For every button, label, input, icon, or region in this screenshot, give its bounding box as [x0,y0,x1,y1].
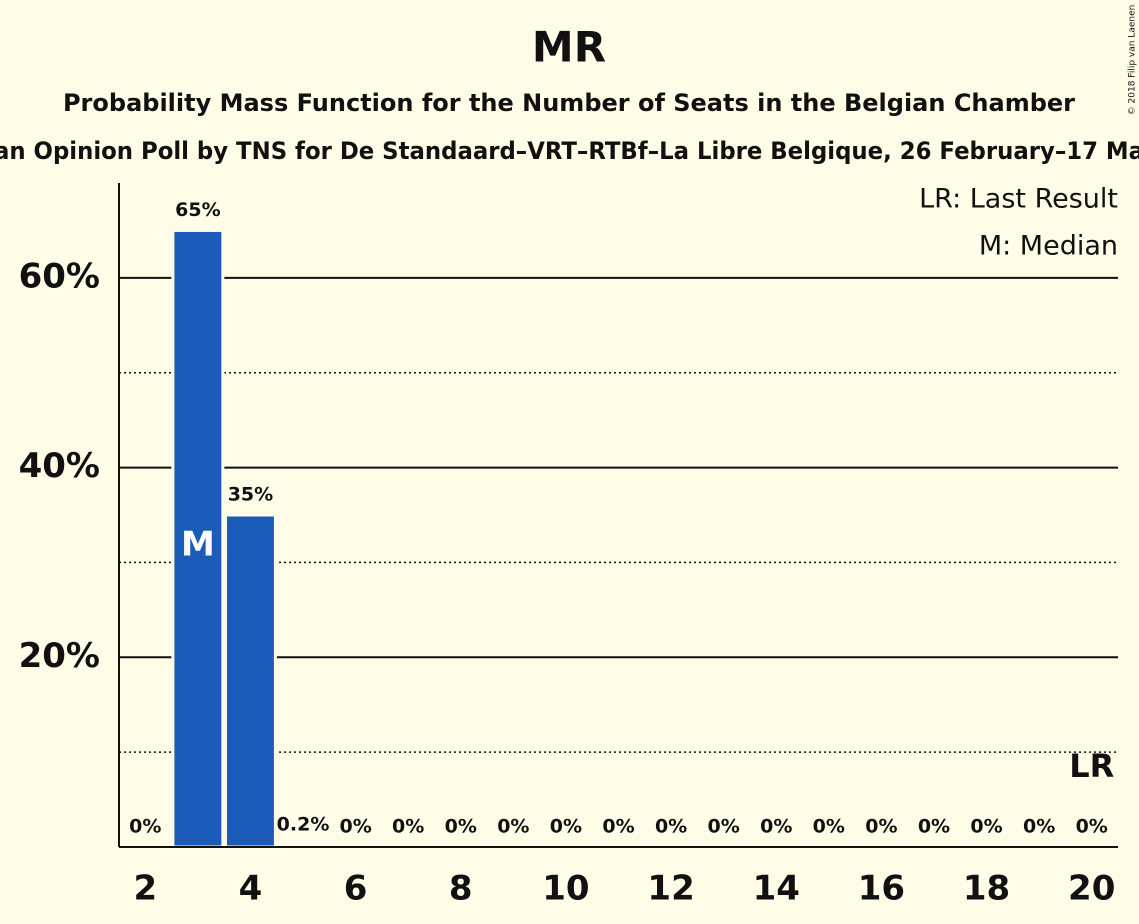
value-label: 0% [813,816,845,838]
x-tick-label: 14 [753,869,800,909]
value-label: 0% [339,816,371,838]
value-label: 0% [550,816,582,838]
value-label: 0% [865,816,897,838]
value-label: 0% [760,816,792,838]
value-label: 65% [175,199,220,221]
value-label: 0% [970,816,1002,838]
value-label: 0.2% [277,814,330,836]
legend-entry: LR: Last Result [919,184,1118,215]
x-tick-label: 20 [1068,869,1115,909]
chart-title: MR [532,23,606,72]
value-label: 0% [445,816,477,838]
value-label: 0% [392,816,424,838]
value-label: 0% [1076,816,1108,838]
x-tick-label: 12 [647,869,694,909]
value-label: 0% [918,816,950,838]
y-tick-label: 20% [19,636,100,676]
x-tick-label: 16 [858,869,905,909]
value-label: 0% [655,816,687,838]
x-tick-label: 6 [344,869,368,909]
value-label: 0% [497,816,529,838]
chart-subtitle: Probability Mass Function for the Number… [63,89,1075,117]
value-label: 0% [708,816,740,838]
y-tick-label: 40% [19,446,100,486]
x-tick-label: 10 [542,869,589,909]
bar [223,513,277,849]
x-tick-label: 4 [239,869,263,909]
legend-entry: M: Median [979,231,1118,262]
median-marker: M [181,525,215,565]
copyright: © 2018 Filip van Laenen [1128,5,1138,116]
y-tick-label: 60% [19,256,100,296]
value-label: 0% [602,816,634,838]
chart-subtitle: an Opinion Poll by TNS for De Standaard–… [0,137,1139,165]
value-label: 35% [228,484,273,506]
value-label: 0% [1023,816,1055,838]
value-label: 0% [129,816,161,838]
x-tick-label: 18 [963,869,1010,909]
bar [171,228,225,849]
x-tick-label: 8 [449,869,473,909]
last-result-marker: LR [1069,747,1114,785]
x-tick-label: 2 [133,869,157,909]
